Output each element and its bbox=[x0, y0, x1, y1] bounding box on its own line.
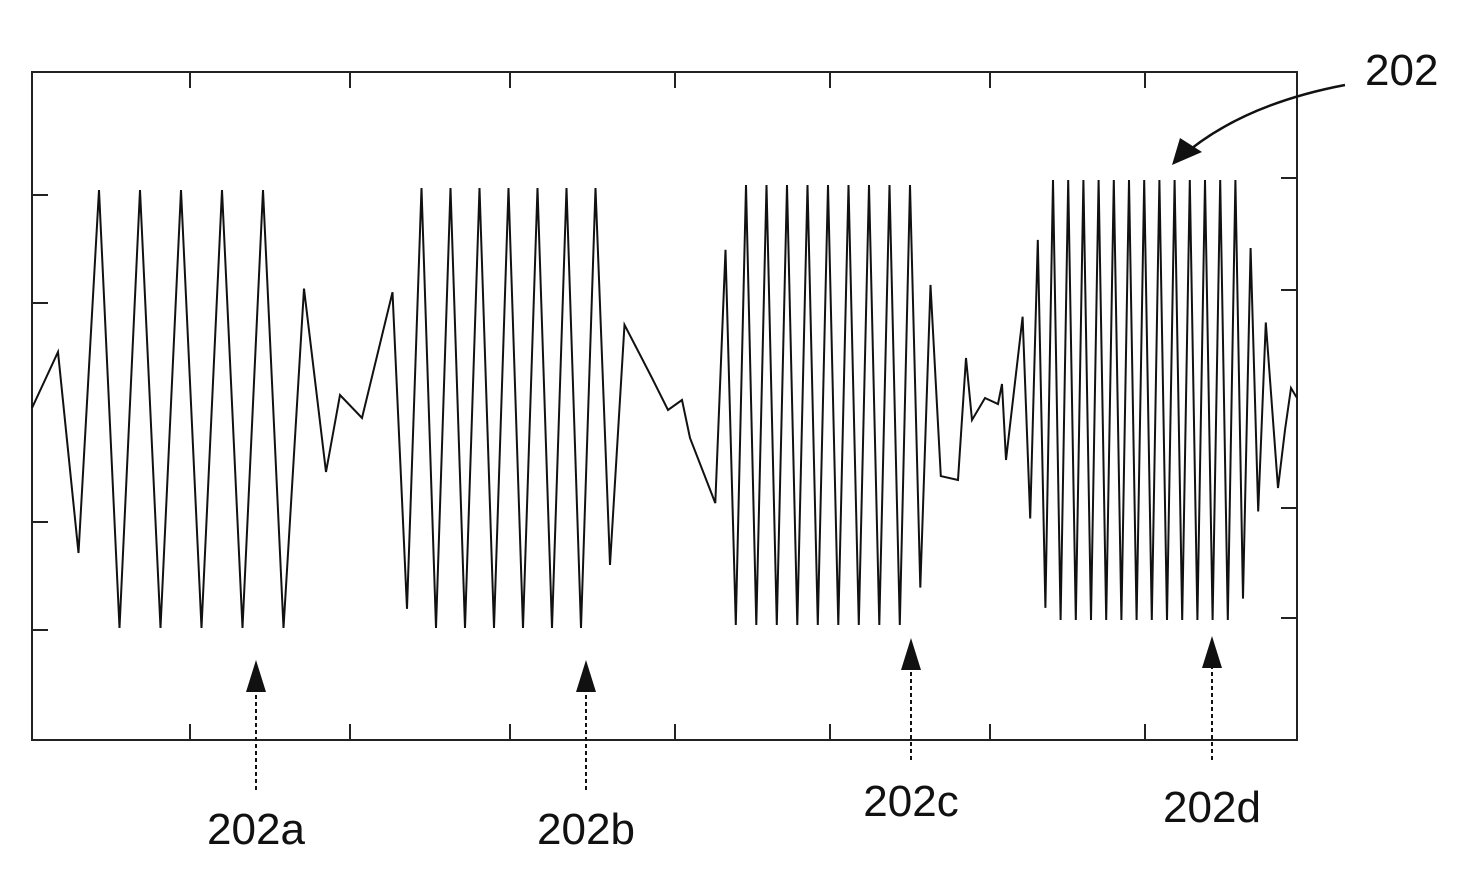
pointer-head bbox=[1202, 636, 1222, 668]
pointer-head bbox=[901, 638, 921, 670]
plot-frame bbox=[32, 72, 1297, 740]
part-label: 202c bbox=[863, 777, 958, 826]
part-label: 202a bbox=[207, 805, 305, 854]
waveform bbox=[32, 180, 1297, 628]
main-arrow-head bbox=[1172, 138, 1202, 165]
main-label: 202 bbox=[1365, 46, 1438, 95]
ticks bbox=[32, 72, 1297, 740]
pointer-head bbox=[246, 660, 266, 692]
part-label: 202d bbox=[1163, 783, 1261, 832]
main-arrow bbox=[1180, 85, 1345, 158]
pointer-head bbox=[576, 660, 596, 692]
figure: 202a 202b 202c 202d 202 bbox=[0, 0, 1483, 889]
part-label: 202b bbox=[537, 805, 635, 854]
frame-box bbox=[32, 72, 1297, 740]
pointer-arrows: 202a 202b 202c 202d bbox=[207, 636, 1261, 854]
